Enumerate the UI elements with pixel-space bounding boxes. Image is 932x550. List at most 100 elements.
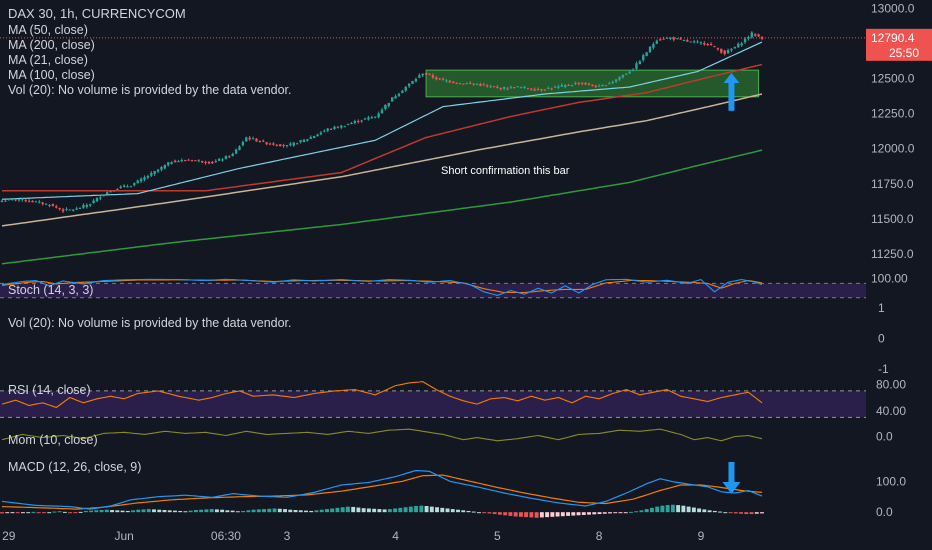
candle-body [194, 160, 197, 162]
macd-histogram-bar [429, 506, 434, 513]
macd-histogram-bar [529, 512, 534, 518]
macd-histogram-bar [754, 512, 759, 514]
countdown-label: 25:50 [889, 46, 919, 60]
candle-body [289, 143, 292, 146]
candle-body [672, 37, 675, 40]
macd-histogram-bar [104, 509, 109, 513]
macd-histogram-bar [10, 512, 15, 514]
macd-histogram-bar [440, 507, 445, 513]
macd-histogram-bar [513, 512, 518, 517]
macd-histogram-bar [644, 509, 649, 513]
candle-body [105, 192, 109, 195]
arrow-up-shaft [728, 81, 735, 111]
candle-body [102, 194, 105, 197]
momentum-tick-label: 0.0 [876, 430, 893, 444]
candle-body [448, 80, 452, 83]
time-tick-label: 06:30 [211, 529, 241, 543]
candle-body [295, 143, 299, 145]
macd-histogram-bar [518, 512, 523, 517]
ma21-line [2, 63, 763, 192]
macd-histogram-bar [73, 512, 78, 514]
candle-body [357, 121, 360, 123]
macd-histogram-bar [691, 507, 696, 513]
candle-body [197, 160, 200, 162]
candle-body [499, 87, 502, 90]
legend-ma200: MA (200, close) [8, 38, 95, 52]
candle-body [479, 83, 482, 86]
candle-body [156, 169, 160, 172]
candle-body [679, 38, 682, 40]
candle-body [720, 48, 723, 53]
momentum-title: Mom (10, close) [8, 433, 98, 447]
rsi-panel[interactable] [0, 381, 866, 418]
candle-body [75, 208, 78, 210]
candle-body [122, 185, 126, 187]
macd-histogram-bar [534, 512, 539, 518]
price-tick-label: 12000.0 [871, 142, 915, 156]
candle-body [89, 204, 92, 206]
candle-body [177, 161, 180, 163]
consolidation-box [425, 69, 760, 98]
macd-histogram-bar [167, 510, 172, 513]
macd-histogram-bar [262, 509, 267, 513]
candle-body [397, 93, 401, 96]
macd-histogram-bar [749, 512, 754, 515]
candle-body [475, 84, 479, 86]
price-panel[interactable] [0, 31, 866, 265]
macd-histogram-bar [545, 512, 550, 518]
macd-histogram-bar [629, 511, 633, 513]
stoch-panel[interactable] [0, 278, 866, 299]
rsi-title: RSI (14, close) [8, 383, 91, 397]
candle-body [255, 138, 258, 142]
macd-histogram-bar [225, 510, 230, 513]
candle-body [343, 126, 346, 128]
candle-body [411, 80, 414, 84]
macd-histogram-bar [739, 512, 743, 514]
candle-body [614, 79, 618, 82]
macd-histogram-bar [314, 510, 319, 513]
rsi-tick-label: 80.00 [876, 377, 906, 391]
arrow-down-icon [722, 482, 741, 494]
candle-body [228, 156, 231, 158]
macd-signal-line [1, 474, 763, 510]
candle-body [642, 55, 645, 61]
macd-histogram-bar [408, 506, 413, 513]
candle-body [61, 209, 65, 212]
candle-body [329, 128, 333, 130]
last-price-label: 12790.4 [871, 31, 915, 45]
candle-body [380, 109, 384, 114]
macd-histogram-bar [136, 509, 141, 513]
macd-histogram-bar [602, 512, 607, 514]
candle-body [217, 158, 221, 161]
candle-body [112, 190, 116, 192]
macd-histogram-bar [456, 509, 460, 513]
candle-body [238, 146, 241, 151]
candle-body [407, 83, 411, 87]
macd-histogram-bar [618, 512, 623, 514]
macd-histogram-bar [356, 507, 361, 513]
chart-title: DAX 30, 1h, CURRENCYCOM [8, 6, 186, 21]
time-tick-label: Jun [114, 529, 133, 543]
macd-histogram-bar [340, 507, 345, 513]
momentum-panel[interactable] [1, 428, 763, 442]
candle-body [133, 183, 136, 186]
macd-histogram-bar [31, 511, 36, 513]
candle-body [621, 74, 625, 78]
macd-histogram-bar [62, 511, 67, 513]
candle-body [696, 41, 699, 43]
candle-body [455, 82, 458, 84]
candle-body [55, 206, 58, 208]
candle-body [214, 161, 217, 163]
macd-histogram-bar [497, 512, 502, 515]
macd-histogram-bar [723, 512, 728, 514]
macd-panel[interactable] [0, 462, 764, 518]
macd-tick-label: 0.0 [876, 505, 893, 519]
macd-histogram-bar [539, 512, 544, 518]
candle-body [682, 39, 686, 41]
candle-body [625, 73, 628, 75]
macd-histogram-bar [477, 512, 481, 514]
candle-body [628, 71, 631, 74]
macd-tick-label: 100.0 [876, 474, 906, 488]
macd-histogram-bar [157, 509, 162, 513]
